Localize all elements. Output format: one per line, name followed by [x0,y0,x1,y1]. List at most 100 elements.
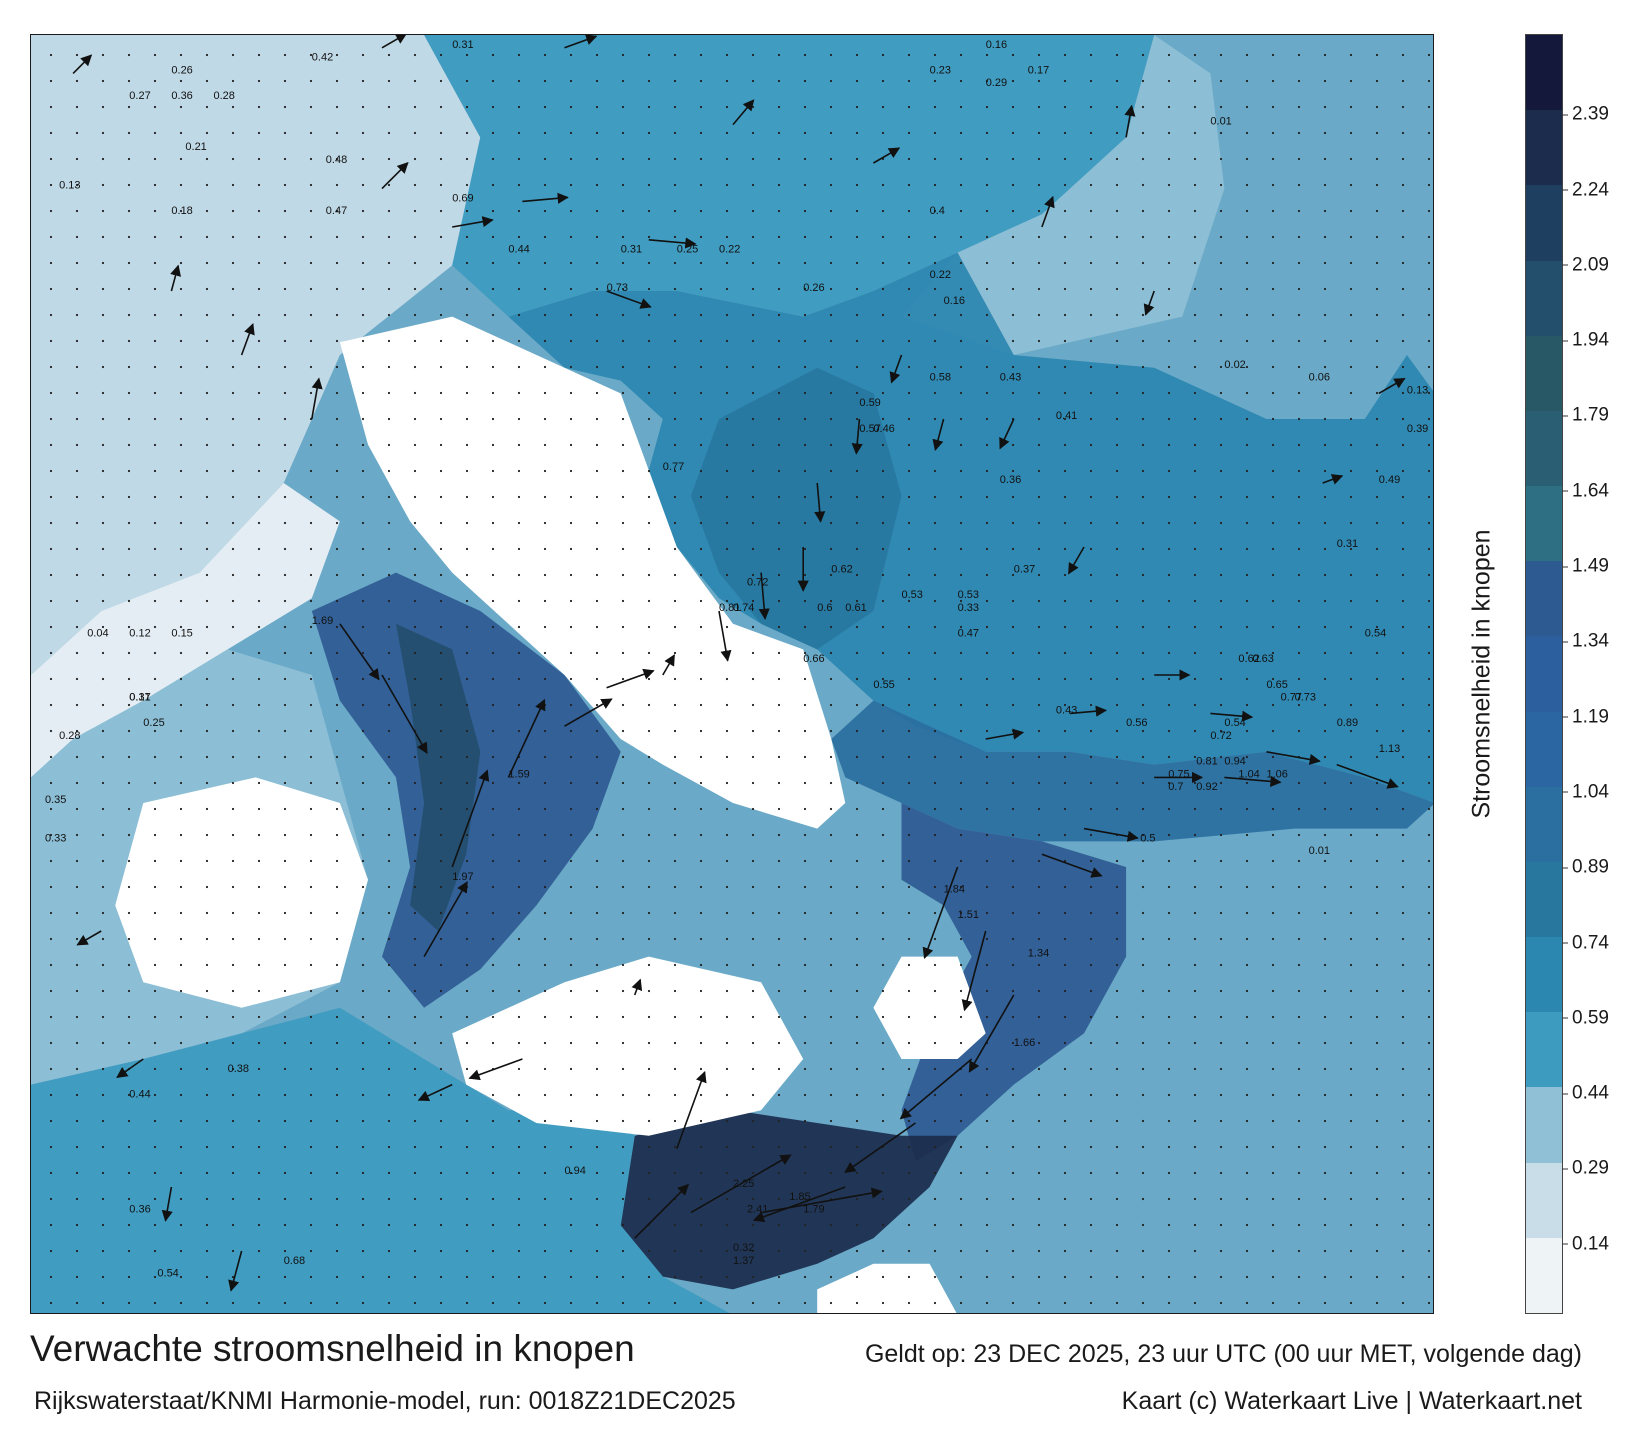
speed-value-label: 0.37 [1014,564,1035,576]
speed-value-label: 0.73 [1295,692,1316,704]
current-arrow [814,482,826,523]
current-arrow [648,237,697,249]
current-arrow [1041,195,1055,228]
colorbar-band [1526,711,1562,787]
speed-value-label: 0.53 [902,589,923,601]
speed-value-label: 0.16 [986,39,1007,51]
current-arrow [999,418,1015,450]
current-arrow [1083,827,1139,842]
speed-value-label: 0.26 [171,64,192,76]
speed-value-label: 0.44 [129,1088,150,1100]
map-title: Verwachte stroomsnelheid in knopen [30,1328,635,1369]
current-arrow [1266,751,1321,765]
current-arrow [932,418,945,451]
colorbar-band [1526,937,1562,1013]
current-arrow [381,674,428,754]
speed-value-label: 0.41 [1056,410,1077,422]
speed-value-label: 0.31 [129,692,150,704]
colorbar-tick-label: 1.19 [1562,706,1609,728]
speed-value-label: 0.31 [1337,538,1358,550]
speed-value-label: 0.25 [143,717,164,729]
speed-value-label: 1.84 [944,884,965,896]
speed-value-label: 0.01 [1309,845,1330,857]
speed-value-label: 0.65 [1267,679,1288,691]
speed-value-label: 0.77 [1281,692,1302,704]
current-speed-map[interactable]: 0.26 0.31 0.27 0.42 0.36 0.28 0.13 0.18 0.21 0.47… [30,34,1434,1314]
current-arrow [851,418,863,455]
land-region [452,956,804,1136]
current-arrow [451,769,490,868]
speed-value-label: 0.72 [1210,730,1231,742]
colorbar-band [1526,1012,1562,1088]
speed-value-label: 0.73 [607,282,628,294]
speed-value-label: 0.69 [452,192,473,204]
speed-value-label: 0.25 [677,244,698,256]
current-arrow [760,1187,883,1214]
speed-value-label: 1.06 [1267,768,1288,780]
colorbar-tick-label: 1.64 [1562,480,1609,502]
speed-value-label: 0.44 [508,244,529,256]
speed-value-label: 0.75 [1168,768,1189,780]
colorbar-band [1526,1087,1562,1163]
speed-value-label: 0.74 [733,602,754,614]
colorbar-band [1526,1162,1562,1238]
speed-value-label: 0.17 [1028,64,1049,76]
speed-value-label: 2.41 [747,1204,768,1216]
current-arrow [228,1250,243,1292]
speed-value-label: 0.13 [1407,384,1428,396]
speed-value-label: 1.04 [1238,768,1259,780]
speed-value-label: 0.58 [930,372,951,384]
speed-value-label: 0.32 [733,1242,754,1254]
speed-value-label: 0.68 [284,1255,305,1267]
water-region [901,35,1225,355]
speed-value-label: 0.81 [1196,756,1217,768]
speed-value-label: 1.13 [1379,743,1400,755]
speed-value-label: 0.54 [1224,717,1245,729]
speed-value-label: 0.77 [663,461,684,473]
current-arrow [1124,104,1136,138]
speed-value-label: 0.27 [129,90,150,102]
current-arrow [758,572,770,620]
speed-value-label: 0.12 [129,628,150,640]
speed-value-label: 0.18 [171,205,192,217]
speed-value-label: 0.55 [873,679,894,691]
current-arrow [507,698,546,778]
colorbar-band [1526,636,1562,712]
current-arrow [564,35,598,49]
current-arrow [170,264,181,292]
current-arrow [311,377,323,420]
speed-value-label: 0.89 [1337,717,1358,729]
speed-value-label: 1.66 [1014,1037,1035,1049]
speed-value-label: 1.37 [733,1255,754,1267]
current-arrow [631,978,643,996]
colorbar-tick-label: 2.09 [1562,254,1609,276]
current-arrow [844,1122,916,1173]
speed-value-label: 0.26 [803,282,824,294]
colorbar-tick-label: 1.04 [1562,781,1609,803]
water-region [31,35,481,675]
current-arrow [452,216,494,228]
water-region [620,1110,958,1290]
speed-value-label: 0.16 [944,295,965,307]
speed-value-label: 0.54 [157,1268,178,1280]
speed-value-label: 0.4 [930,205,945,217]
speed-value-label: 0.48 [326,154,347,166]
speed-value-label: 1.85 [789,1191,810,1203]
speed-value-label: 0.42 [312,52,333,64]
colorbar-band [1526,1237,1562,1313]
speed-value-label: 0.49 [1379,474,1400,486]
current-arrow [1336,763,1399,789]
current-arrow [1210,710,1254,722]
current-arrow [985,728,1025,740]
speed-value-label: 0.21 [185,141,206,153]
speed-value-label: 0.7 [1168,781,1183,793]
colorbar-tick-label: 1.34 [1562,630,1609,652]
valid-time: Geldt op: 23 DEC 2025, 23 uur UTC (00 uu… [864,1340,1582,1368]
speed-value-label: 0.04 [87,628,108,640]
colorbar-tick-label: 0.89 [1562,856,1609,878]
speed-value-label: 0.94 [565,1165,586,1177]
speed-value-label: 0.81 [719,602,740,614]
current-arrow [634,1183,689,1239]
speed-value-label: 0.5 [1140,832,1155,844]
speed-value-label: 0.46 [873,423,894,435]
